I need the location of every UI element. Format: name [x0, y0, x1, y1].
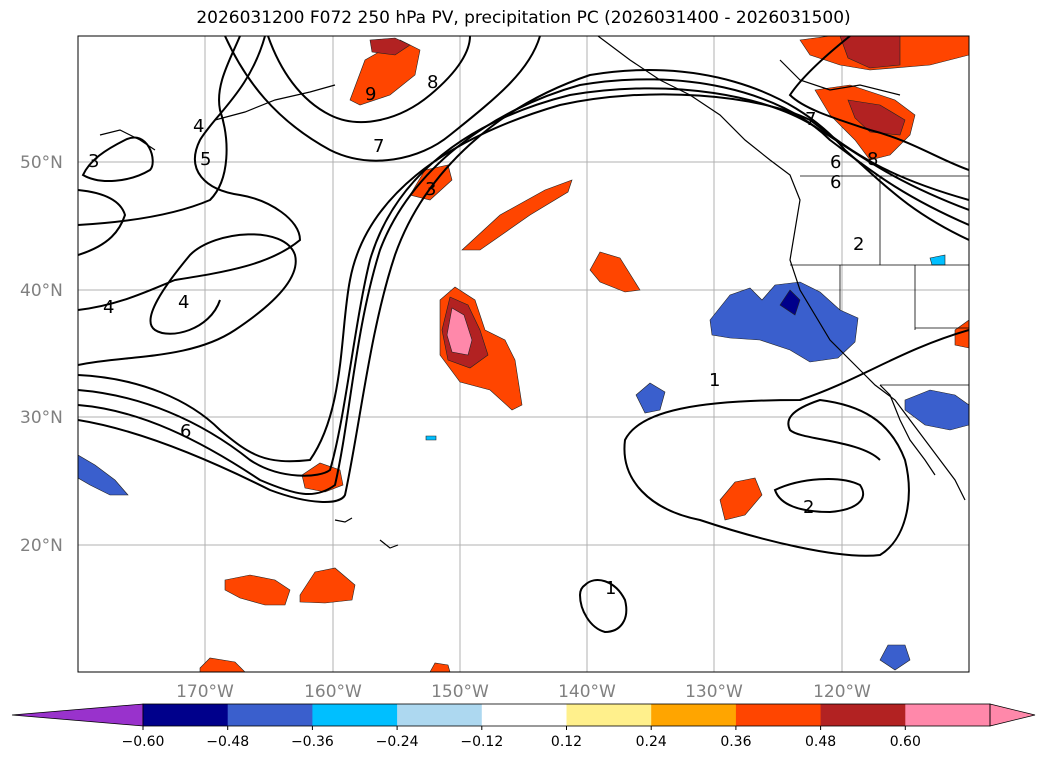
lon-label: 140°W [558, 682, 616, 702]
lat-label: 30°N [20, 408, 63, 428]
lat-label: 20°N [20, 536, 63, 556]
contour-label: 4 [193, 116, 204, 137]
precip-blob [847, 99, 906, 136]
coastlines [99, 36, 966, 549]
contour-label: 8 [427, 72, 438, 93]
pv-contours [78, 36, 969, 634]
contour-label: 9 [365, 84, 376, 105]
colorbar-tick-label: 0.24 [636, 734, 667, 750]
precip-blob [78, 454, 129, 496]
colorbar-tick-label: 0.12 [551, 734, 582, 750]
precip-blob [589, 251, 641, 293]
colorbar-extend-high [989, 703, 1036, 727]
colorbar-tick-label: −0.36 [291, 734, 334, 750]
lon-label: 150°W [431, 682, 489, 702]
precip-blob [349, 39, 421, 106]
contour-labels: 3 4 5 9 8 7 3 4 4 6 7 6 8 6 2 1 2 1 [88, 72, 878, 599]
contour-label: 7 [805, 109, 816, 130]
contour-label: 1 [605, 578, 616, 599]
colorbar-tick-label: −0.48 [206, 734, 249, 750]
colorbar-segment [481, 704, 567, 726]
map-title: 2026031200 F072 250 hPa PV, precipitatio… [196, 8, 851, 28]
contour-label: 2 [853, 234, 864, 255]
contour-label: 5 [200, 149, 211, 170]
precip-blob [954, 319, 969, 349]
precip-blob [779, 289, 801, 316]
lon-label: 160°W [304, 682, 362, 702]
lon-label: 120°W [813, 682, 871, 702]
precip-blob [425, 435, 437, 441]
colorbar-segment [820, 704, 906, 726]
contour-label: 2 [803, 497, 814, 518]
precip-blob [839, 36, 901, 69]
precip-blob [446, 307, 473, 356]
contour-label: 8 [867, 149, 878, 170]
colorbar-tick-label: −0.60 [122, 734, 165, 750]
contour-label: 1 [709, 370, 720, 391]
precip-blob [635, 382, 666, 414]
colorbar-extend-low [11, 703, 144, 727]
contour-label: 6 [180, 421, 191, 442]
colorbar-tick-label: −0.12 [460, 734, 503, 750]
colorbar-segment [735, 704, 822, 726]
precip-blob [299, 567, 356, 604]
precip-negative [78, 254, 969, 671]
precip-blob [904, 389, 969, 431]
contour-label: 3 [425, 179, 436, 200]
precip-blob [224, 574, 291, 606]
colorbar: −0.60 −0.48 −0.36 −0.24 −0.12 0.12 0.24 0.36 0.4… [11, 703, 1036, 750]
latitude-labels: 50°N 40°N 30°N 20°N [20, 153, 63, 556]
colorbar-tick-label: 0.48 [805, 734, 836, 750]
colorbar-segment [312, 704, 398, 726]
precip-blob [461, 179, 573, 251]
colorbar-segment [651, 704, 737, 726]
contour-label: 4 [178, 292, 189, 313]
state-borders [790, 175, 969, 386]
lat-label: 50°N [20, 153, 63, 173]
colorbar-segment [143, 704, 229, 726]
precip-blob [709, 281, 859, 363]
precip-blob [199, 657, 246, 672]
colorbar-segment [397, 704, 483, 726]
colorbar-tick-label: −0.24 [376, 734, 419, 750]
contour-label: 3 [88, 151, 99, 172]
contour-label: 4 [103, 297, 114, 318]
lat-label: 40°N [20, 281, 63, 301]
lon-label: 170°W [176, 682, 234, 702]
map-frame [77, 35, 970, 673]
contour-label: 6 [830, 152, 841, 173]
colorbar-tick-label: 0.36 [720, 734, 751, 750]
longitude-labels: 170°W 160°W 150°W 140°W 130°W 120°W [176, 682, 871, 702]
lon-label: 130°W [685, 682, 743, 702]
precip-blob [429, 662, 451, 672]
precip-blob [719, 477, 763, 521]
colorbar-segment [566, 704, 652, 726]
precip-blob [879, 644, 911, 671]
contour-label: 6 [830, 172, 841, 193]
precip-positive [199, 36, 969, 672]
colorbar-tick-label: 0.60 [890, 734, 921, 750]
contour-label: 7 [373, 136, 384, 157]
precip-blob [301, 462, 344, 493]
precip-blob [369, 37, 411, 56]
colorbar-segment [905, 704, 991, 726]
colorbar-segment [227, 704, 313, 726]
